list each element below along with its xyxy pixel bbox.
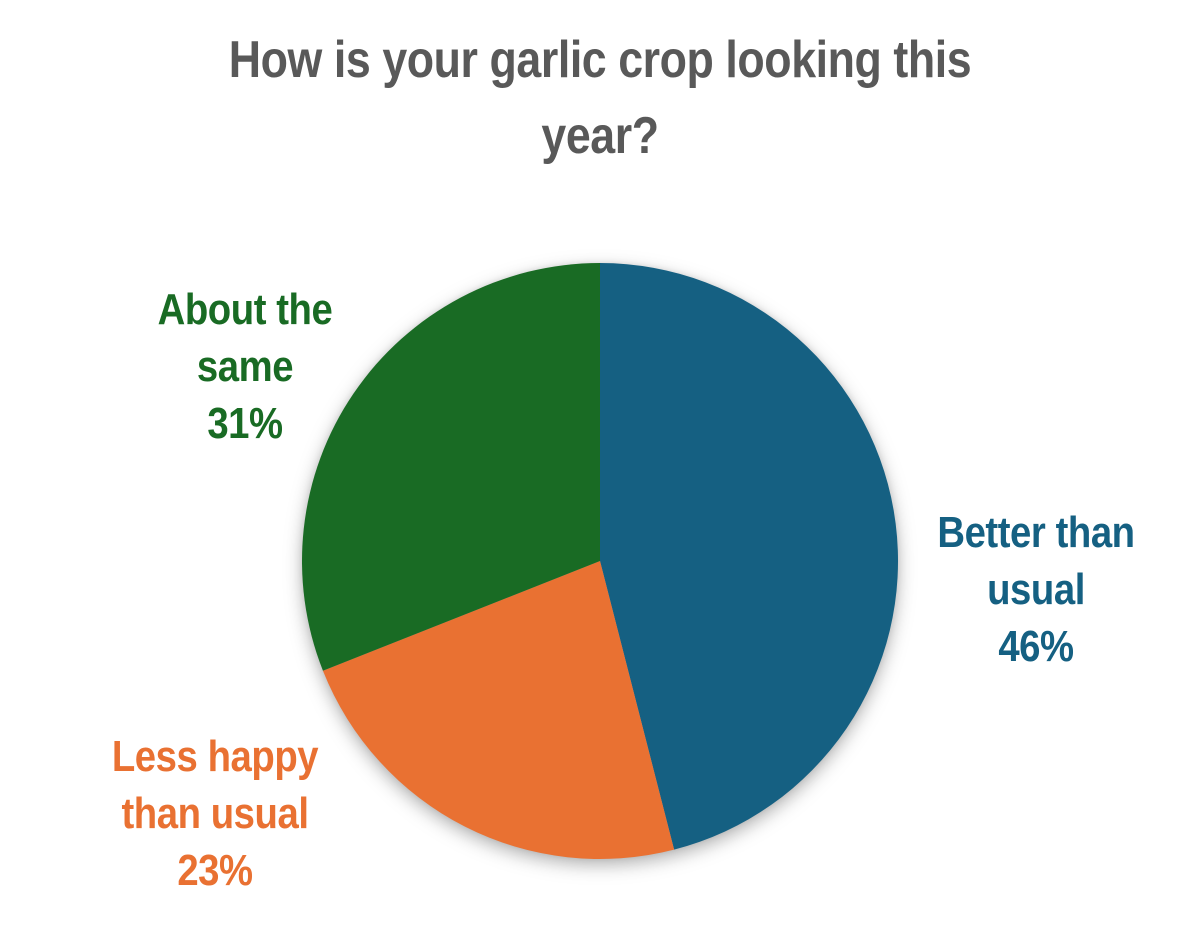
chart-title-line-1: How is your garlic crop looking this bbox=[228, 31, 972, 89]
slice-label-line: Less happy bbox=[111, 732, 319, 781]
pie-slice-better-than-usual bbox=[600, 263, 899, 850]
slice-label-line: About the bbox=[157, 285, 333, 334]
pie-slice-about-the-same bbox=[302, 263, 600, 671]
slice-label-value: 31% bbox=[207, 399, 283, 448]
chart-title-line-2: year? bbox=[541, 107, 659, 165]
pie-slice-less-happy-than-usual bbox=[322, 561, 675, 860]
slice-label-line: than usual bbox=[121, 789, 309, 838]
slice-label-less-happy-than-usual: Less happy than usual 23% bbox=[76, 728, 354, 899]
slice-label-about-the-same: About the same 31% bbox=[106, 281, 384, 452]
slice-label-line: same bbox=[196, 342, 294, 391]
slice-label-value: 46% bbox=[998, 622, 1074, 671]
chart-title: How is your garlic crop looking this yea… bbox=[84, 22, 1116, 174]
slice-label-line: Better than bbox=[937, 508, 1135, 557]
slice-label-better-than-usual: Better than usual 46% bbox=[897, 504, 1175, 675]
slice-label-line: usual bbox=[987, 565, 1085, 614]
slice-label-value: 23% bbox=[177, 846, 253, 895]
